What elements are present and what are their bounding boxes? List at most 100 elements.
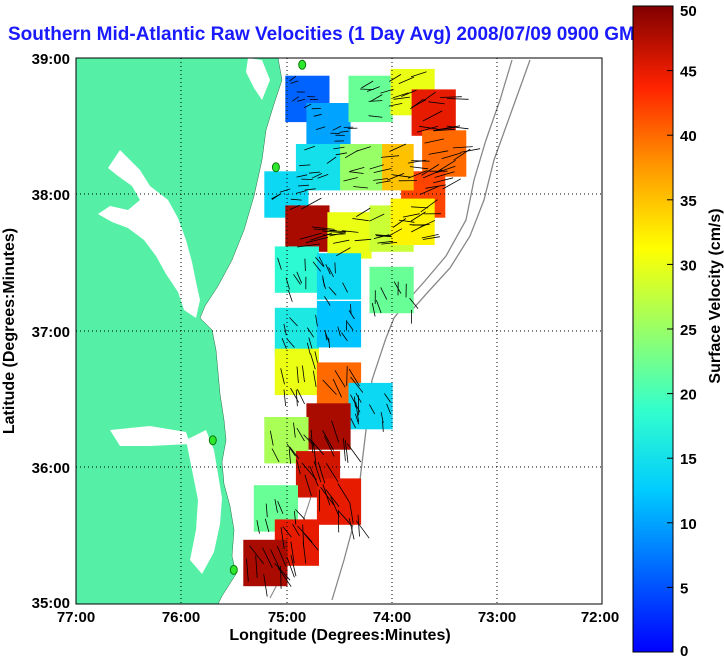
velocity-vector [380, 287, 388, 300]
velocity-vector [380, 155, 400, 158]
velocity-vector [410, 71, 427, 78]
pamlico-sound [186, 430, 222, 574]
velocity-vector [352, 218, 369, 222]
velocity-vector [422, 236, 440, 240]
velocity-vector [411, 206, 429, 209]
colorbar-tick-label: 5 [680, 580, 688, 597]
velocity-vector [289, 75, 297, 82]
velocity-vector [306, 342, 311, 355]
velocity-vector [296, 174, 308, 178]
velocity-vector [286, 338, 295, 348]
colorbar-tick-label: 30 [680, 257, 697, 274]
velocity-vector [387, 228, 403, 237]
velocity-vector [325, 489, 340, 508]
velocity-vector [330, 496, 340, 517]
station-marker [208, 435, 217, 446]
velocity-vector [271, 193, 282, 200]
velocity-vector [292, 96, 300, 102]
velocity-vector [306, 327, 315, 338]
velocity-vector [312, 261, 322, 272]
velocity-vector [302, 524, 304, 547]
velocity-vector [262, 547, 273, 569]
velocity-vector [308, 337, 313, 349]
velocity-vector [325, 264, 331, 275]
velocity-vector [249, 545, 264, 564]
land-mass [76, 58, 283, 604]
velocity-vector [356, 207, 371, 217]
velocity-vector [371, 302, 376, 317]
velocity-cell [285, 205, 330, 252]
velocity-vector [337, 483, 350, 503]
velocity-vector [376, 235, 392, 238]
velocity-vector [297, 525, 313, 543]
velocity-vector [296, 389, 305, 405]
station-marker [298, 59, 307, 70]
velocity-vector [288, 448, 291, 464]
velocity-vector [361, 80, 374, 89]
velocity-vector [350, 304, 352, 315]
velocity-vector [346, 365, 348, 387]
velocity-vector [317, 461, 326, 484]
velocity-vector [280, 565, 282, 589]
velocity-vector [357, 514, 360, 537]
velocity-vector [350, 418, 356, 429]
velocity-vector [369, 164, 384, 170]
y-tick-label: 36:00 [32, 460, 70, 477]
velocity-vector [317, 174, 329, 179]
velocity-vector [349, 501, 354, 524]
velocity-vector [280, 368, 285, 385]
velocity-vector [354, 396, 356, 408]
plot-frame [75, 57, 603, 605]
velocity-vector [283, 323, 287, 336]
velocity-vector [315, 257, 324, 267]
velocity-vector [315, 314, 318, 327]
velocity-vector [348, 310, 355, 320]
velocity-vector [246, 558, 249, 582]
velocity-vector [344, 440, 349, 463]
velocity-vector [332, 378, 342, 398]
velocity-vector [329, 232, 346, 237]
velocity-vector [308, 437, 325, 456]
velocity-vector [292, 523, 300, 537]
velocity-vector [433, 177, 454, 184]
velocity-vector [335, 152, 347, 156]
velocity-vector [419, 185, 439, 195]
velocity-vector [393, 96, 411, 100]
velocity-vector [377, 240, 394, 244]
velocity-vector [302, 365, 305, 383]
velocity-vector [381, 242, 398, 245]
velocity-vector [308, 171, 321, 174]
velocity-vector [263, 574, 268, 597]
velocity-vector [348, 171, 364, 174]
velocity-vector [433, 127, 455, 131]
velocity-vector [382, 421, 384, 432]
velocity-vector [386, 403, 392, 415]
velocity-vector [303, 103, 312, 109]
velocity-vector [277, 567, 292, 587]
y-axis-label: Latitude (Degrees:Minutes) [1, 228, 18, 434]
velocity-vector [410, 211, 426, 222]
velocity-vector [421, 91, 436, 103]
colorbar-label: Surface Velocity (cm/s) [707, 208, 724, 383]
velocity-vector [356, 146, 371, 152]
station-marker [229, 564, 238, 575]
velocity-vector [312, 370, 317, 387]
velocity-vector [295, 389, 298, 407]
bathymetry-contour [411, 59, 531, 311]
velocity-vector [321, 230, 345, 234]
velocity-vector [343, 177, 358, 182]
velocity-vector [296, 459, 301, 475]
velocity-vector [297, 243, 320, 248]
velocity-vector [309, 465, 319, 487]
velocity-vector [343, 438, 346, 461]
velocity-vector [270, 549, 281, 571]
colorbar-tick-label: 10 [680, 516, 697, 533]
velocity-vector [392, 218, 407, 228]
velocity-vector [387, 173, 405, 181]
velocity-vector [407, 159, 426, 164]
velocity-vector [411, 99, 427, 108]
velocity-vector [296, 271, 303, 284]
velocity-vector [274, 499, 278, 513]
velocity-vector [325, 462, 339, 483]
map-plot-area [76, 58, 602, 604]
